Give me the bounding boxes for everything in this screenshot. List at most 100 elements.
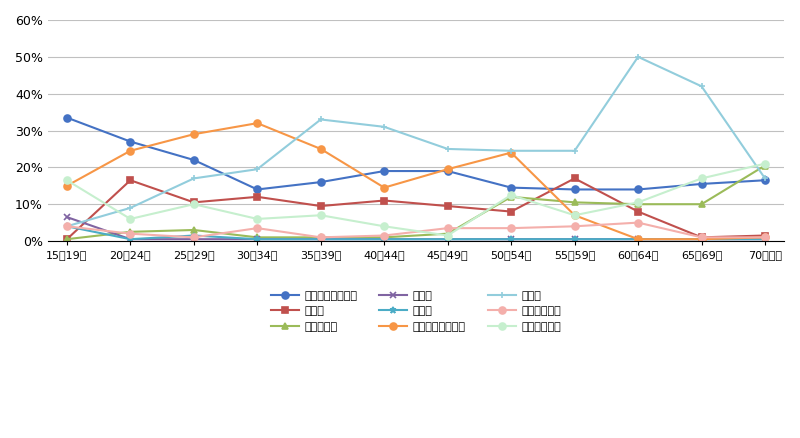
退職・廃業 xyxy=(760,163,770,168)
生活の利便性 xyxy=(316,212,326,218)
住　宅 xyxy=(506,148,516,153)
卒　業 xyxy=(62,224,72,229)
退職・廃業 xyxy=(126,229,135,234)
住　宅 xyxy=(379,124,389,130)
結婚・離婚・縁組 xyxy=(570,212,579,218)
生活の利便性 xyxy=(697,176,706,181)
就職・転職・転業 xyxy=(443,169,453,174)
就　学 xyxy=(316,237,326,242)
生活の利便性 xyxy=(126,216,135,222)
結婚・離婚・縁組 xyxy=(126,148,135,153)
交通の利便性 xyxy=(316,235,326,240)
結婚・離婚・縁組 xyxy=(760,235,770,240)
住　宅 xyxy=(189,176,198,181)
退職・廃業 xyxy=(62,237,72,242)
就　学 xyxy=(443,237,453,242)
生活の利便性 xyxy=(760,161,770,166)
転　動 xyxy=(189,200,198,205)
住　宅 xyxy=(62,224,72,229)
転　動 xyxy=(760,233,770,238)
卒　業 xyxy=(379,237,389,242)
住　宅 xyxy=(316,117,326,122)
交通の利便性 xyxy=(570,224,579,229)
生活の利便性 xyxy=(570,212,579,218)
退職・廃業 xyxy=(379,235,389,240)
生活の利便性 xyxy=(189,201,198,207)
生活の利便性 xyxy=(253,216,262,222)
生活の利便性 xyxy=(506,192,516,198)
転　動 xyxy=(253,194,262,199)
就　学 xyxy=(189,237,198,242)
住　宅 xyxy=(760,176,770,181)
住　宅 xyxy=(253,166,262,172)
卒　業 xyxy=(189,233,198,238)
就職・転職・転業 xyxy=(760,178,770,183)
Line: 結婚・離婚・縁組: 結婚・離婚・縁組 xyxy=(63,120,769,243)
就職・転職・転業 xyxy=(126,139,135,144)
就職・転職・転業 xyxy=(570,187,579,192)
転　動 xyxy=(316,203,326,208)
卒　業 xyxy=(760,237,770,242)
住　宅 xyxy=(126,205,135,211)
結婚・離婚・縁組 xyxy=(189,131,198,137)
Line: 転　動: 転 動 xyxy=(63,175,769,243)
交通の利便性 xyxy=(760,235,770,240)
転　動 xyxy=(443,203,453,208)
卒　業 xyxy=(316,237,326,242)
転　動 xyxy=(634,209,643,214)
退職・廃業 xyxy=(506,194,516,199)
就職・転職・転業 xyxy=(189,157,198,162)
就　学 xyxy=(379,237,389,242)
卒　業 xyxy=(697,237,706,242)
就職・転職・転業 xyxy=(634,187,643,192)
転　動 xyxy=(697,235,706,240)
転　動 xyxy=(570,176,579,181)
生活の利便性 xyxy=(634,200,643,205)
退職・廃業 xyxy=(634,201,643,207)
退職・廃業 xyxy=(253,235,262,240)
Line: 交通の利便性: 交通の利便性 xyxy=(63,219,769,241)
結婚・離婚・縁組 xyxy=(634,237,643,242)
就職・転職・転業 xyxy=(697,181,706,187)
退職・廃業 xyxy=(189,227,198,233)
Legend: 就職・転職・転業, 転　動, 退職・廃業, 就　学, 卒　業, 結婚・離婚・縁組, 住　宅, 交通の利便性, 生活の利便性: 就職・転職・転業, 転 動, 退職・廃業, 就 学, 卒 業, 結婚・離婚・縁組… xyxy=(266,286,566,336)
Line: 卒　業: 卒 業 xyxy=(63,223,769,243)
住　宅 xyxy=(634,54,643,60)
交通の利便性 xyxy=(253,226,262,231)
交通の利便性 xyxy=(189,235,198,240)
就職・転職・転業 xyxy=(62,115,72,120)
結婚・離婚・縁組 xyxy=(316,146,326,152)
就職・転職・転業 xyxy=(253,187,262,192)
住　宅 xyxy=(570,148,579,153)
退職・廃業 xyxy=(570,200,579,205)
Line: 就　学: 就 学 xyxy=(63,214,769,243)
交通の利便性 xyxy=(126,231,135,236)
結婚・離婚・縁組 xyxy=(697,237,706,242)
転　動 xyxy=(379,198,389,203)
Line: 生活の利便性: 生活の利便性 xyxy=(63,160,769,239)
退職・廃業 xyxy=(316,235,326,240)
就　学 xyxy=(253,237,262,242)
結婚・離婚・縁組 xyxy=(506,150,516,155)
卒　業 xyxy=(126,237,135,242)
就　学 xyxy=(570,237,579,242)
就　学 xyxy=(126,237,135,242)
卒　業 xyxy=(634,237,643,242)
結婚・離婚・縁組 xyxy=(62,183,72,188)
結婚・離婚・縁組 xyxy=(379,185,389,190)
卒　業 xyxy=(253,237,262,242)
就　学 xyxy=(760,237,770,242)
結婚・離婚・縁組 xyxy=(443,166,453,172)
転　動 xyxy=(62,237,72,242)
交通の利便性 xyxy=(506,226,516,231)
生活の利便性 xyxy=(379,224,389,229)
Line: 退職・廃業: 退職・廃業 xyxy=(63,162,769,243)
交通の利便性 xyxy=(634,220,643,225)
交通の利便性 xyxy=(62,224,72,229)
転　動 xyxy=(126,178,135,183)
Line: 住　宅: 住 宅 xyxy=(63,53,769,230)
卒　業 xyxy=(570,237,579,242)
就職・転職・転業 xyxy=(379,169,389,174)
交通の利便性 xyxy=(697,235,706,240)
卒　業 xyxy=(506,237,516,242)
